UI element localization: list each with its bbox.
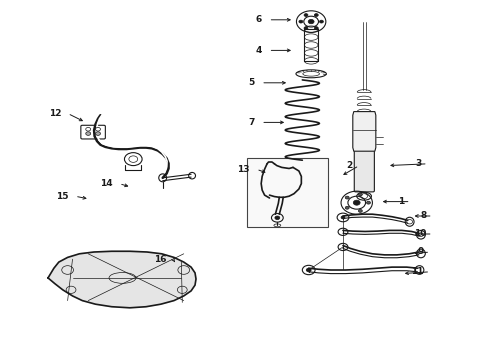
Text: 6: 6 (256, 15, 262, 24)
Polygon shape (353, 112, 376, 151)
Circle shape (358, 210, 362, 212)
Circle shape (304, 27, 308, 30)
FancyBboxPatch shape (354, 150, 374, 192)
Text: 1: 1 (398, 197, 404, 206)
Text: 14: 14 (100, 179, 113, 188)
Circle shape (304, 14, 308, 17)
Circle shape (319, 20, 323, 23)
Text: 3: 3 (415, 159, 421, 168)
Text: 12: 12 (49, 109, 61, 118)
Circle shape (275, 216, 280, 220)
Circle shape (341, 216, 345, 219)
Circle shape (345, 196, 349, 199)
Circle shape (315, 27, 318, 30)
Text: 10: 10 (414, 230, 426, 239)
Circle shape (353, 200, 360, 205)
Circle shape (358, 193, 362, 196)
Text: 2: 2 (346, 161, 353, 170)
Circle shape (367, 201, 370, 204)
Text: 7: 7 (248, 118, 255, 127)
Circle shape (308, 19, 314, 24)
Polygon shape (48, 251, 196, 308)
Circle shape (96, 132, 100, 135)
Text: 4: 4 (256, 46, 262, 55)
Text: 5: 5 (248, 78, 255, 87)
Text: 13: 13 (237, 165, 250, 174)
Circle shape (86, 132, 91, 135)
Text: 16: 16 (154, 255, 167, 264)
Text: 9: 9 (417, 248, 424, 256)
Text: 15: 15 (56, 192, 69, 201)
Bar (247, 158, 328, 227)
Text: 11: 11 (411, 267, 424, 276)
Circle shape (345, 206, 349, 209)
Circle shape (315, 14, 318, 17)
Circle shape (299, 20, 303, 23)
Circle shape (306, 268, 311, 272)
Text: 8: 8 (420, 211, 426, 220)
